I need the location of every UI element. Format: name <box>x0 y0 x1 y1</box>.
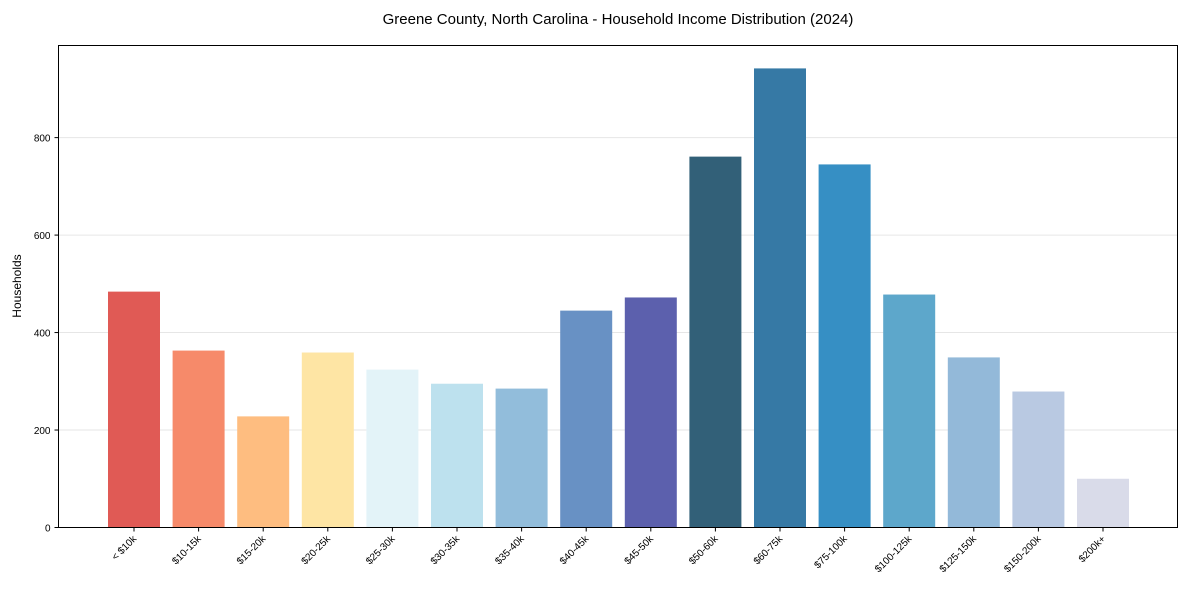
x-tick-label: $30-35k <box>429 533 463 567</box>
x-tick-label: $10-15k <box>170 533 204 567</box>
bar <box>108 291 160 528</box>
y-tick-label: 400 <box>34 329 51 340</box>
bar <box>237 416 290 528</box>
x-tick-label: $60-75k <box>752 533 786 567</box>
y-tick-label: 600 <box>34 231 51 242</box>
y-tick-label: 0 <box>45 524 51 535</box>
bar <box>754 68 806 528</box>
bar <box>301 352 354 528</box>
x-tick-label: $45-50k <box>623 533 657 567</box>
y-axis-label: Households <box>10 254 24 317</box>
x-tick-label: $100-125k <box>873 533 915 575</box>
x-tick-label: $150-200k <box>1002 533 1044 575</box>
x-tick-label: $200k+ <box>1077 534 1108 565</box>
x-tick-label: $50-60k <box>687 533 721 567</box>
plot-frame <box>58 45 1178 528</box>
bar <box>624 297 677 528</box>
bar <box>560 310 613 528</box>
y-tick-label: 800 <box>34 134 51 145</box>
x-tick-label: $15-20k <box>235 533 269 567</box>
x-tick-label: $75-100k <box>812 533 850 571</box>
x-tick-label: $35-40k <box>493 533 527 567</box>
bar <box>1077 478 1129 528</box>
bar <box>366 369 419 528</box>
x-tick-label: $25-30k <box>364 533 398 567</box>
x-tick-label: $20-25k <box>300 533 334 567</box>
bar <box>818 164 871 528</box>
bar <box>495 388 548 528</box>
bar <box>431 383 483 528</box>
bar <box>689 156 742 528</box>
bar <box>1012 391 1065 528</box>
bar <box>883 294 936 528</box>
bar <box>947 357 1000 528</box>
bar <box>172 350 225 528</box>
x-tick-label: < $10k <box>110 533 140 563</box>
x-tick-label: $40-45k <box>558 533 592 567</box>
chart-title: Greene County, North Carolina - Househol… <box>383 11 854 28</box>
y-tick-label: 200 <box>34 426 51 437</box>
x-tick-label: $125-150k <box>938 533 980 575</box>
